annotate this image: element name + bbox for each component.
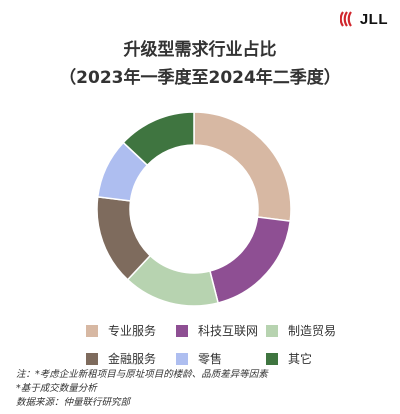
donut-chart — [96, 111, 292, 307]
chart-subtitle: （2023年一季度至2024年二季度） — [59, 68, 341, 88]
legend-professional-services: 专业服务 — [86, 322, 176, 339]
legend-swatch — [176, 324, 188, 337]
note-line-2: *基于成交数量分析 — [16, 383, 97, 394]
jll-logo-text: JLL — [359, 10, 388, 28]
legend-swatch — [266, 352, 278, 365]
legend-manufacturing-trade: 制造贸易 — [266, 322, 346, 339]
legend-swatch — [266, 324, 278, 337]
legend-financial-services: 金融服务 — [86, 350, 176, 367]
legend-label: 其它 — [288, 352, 313, 366]
note-line-1: 注：*考虑企业新租项目与原址项目的楼龄、品质差异等因素 — [16, 369, 268, 380]
legend-label: 金融服务 — [108, 352, 157, 366]
legend-label: 制造贸易 — [288, 324, 337, 338]
legend-tech-internet: 科技互联网 — [176, 322, 266, 339]
legend-retail: 零售 — [176, 350, 266, 367]
legend-label: 零售 — [198, 352, 223, 366]
legend-label: 专业服务 — [108, 324, 157, 338]
legend-swatch — [176, 352, 188, 365]
chart-legend: 专业服务 科技互联网 制造贸易金融服务 零售 其它 — [86, 322, 346, 367]
jll-logo: JLL — [339, 10, 388, 28]
slice-tech-internet — [209, 216, 292, 304]
legend-other: 其它 — [266, 350, 346, 367]
note-line-3: 数据来源：仲量联行研究部 — [16, 397, 131, 408]
chart-title: 升级型需求行业占比 — [123, 40, 277, 60]
legend-swatch — [86, 324, 98, 337]
slice-other — [122, 111, 195, 167]
jll-logo-icon — [339, 11, 352, 27]
legend-label: 科技互联网 — [198, 324, 259, 338]
legend-swatch — [86, 352, 98, 365]
notes-block: 注：*考虑企业新租项目与原址项目的楼龄、品质差异等因素 *基于成交数量分析 数据… — [16, 368, 268, 410]
chart-title-block: 升级型需求行业占比 （2023年一季度至2024年二季度） — [0, 36, 400, 92]
slice-professional-services — [193, 111, 292, 222]
